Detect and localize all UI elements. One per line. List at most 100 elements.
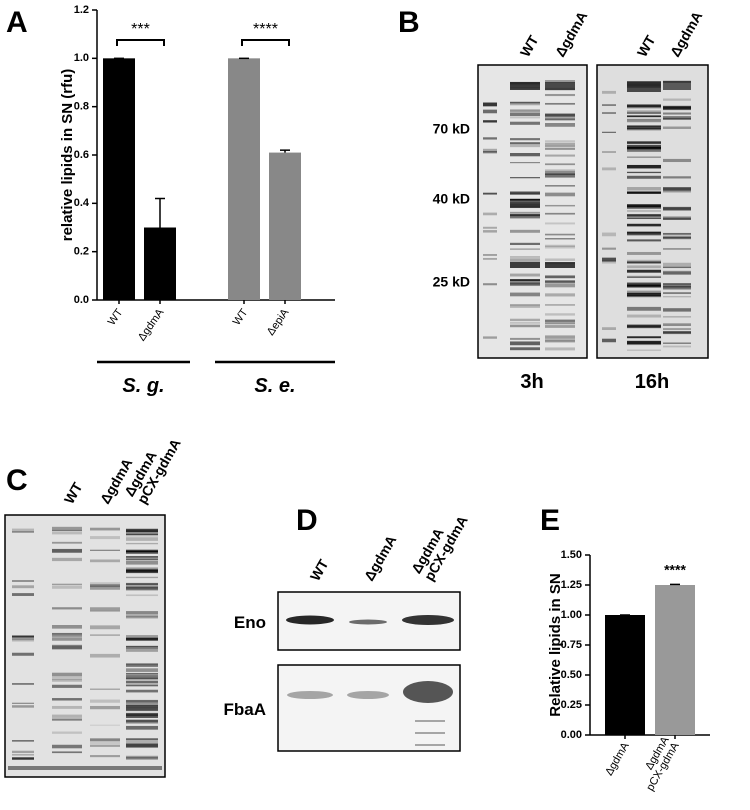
gel-band	[627, 232, 661, 236]
gel-band	[12, 636, 34, 640]
gel-band	[126, 684, 158, 687]
gel-band	[126, 740, 158, 742]
gel-band	[545, 335, 575, 339]
x-tick-label: WT	[106, 307, 126, 328]
gel-band	[627, 292, 661, 297]
gel-band	[126, 646, 158, 649]
gel-band	[663, 236, 691, 239]
gel-band	[510, 203, 540, 208]
gel-band	[510, 82, 540, 90]
gel-band	[627, 156, 661, 158]
gel-band	[627, 214, 661, 217]
gel-band	[545, 283, 575, 288]
y-tick-label: 1.0	[74, 52, 89, 64]
gel-band	[90, 724, 120, 726]
gel-band	[627, 324, 661, 328]
gel-band	[545, 245, 575, 249]
gel-band	[483, 283, 497, 286]
gel-band	[52, 624, 82, 629]
y-tick-label: 1.50	[561, 549, 582, 561]
gel-band	[126, 738, 158, 740]
gel-band	[545, 258, 575, 261]
gel-band	[483, 226, 497, 229]
gel-band	[126, 551, 158, 553]
blot-band	[403, 681, 453, 703]
gel-band	[483, 230, 497, 233]
gel-band	[126, 585, 158, 589]
bar	[103, 58, 135, 301]
gel-band	[510, 318, 540, 322]
gel-band	[126, 611, 158, 615]
gel-band	[126, 663, 158, 667]
gel-band	[545, 280, 575, 283]
gel-band	[126, 550, 158, 554]
gel-band	[545, 140, 575, 143]
gel-band	[627, 284, 661, 288]
gel-band	[52, 607, 82, 610]
gel-band	[12, 702, 34, 704]
gel-band	[602, 260, 616, 264]
gel-band	[8, 766, 162, 770]
gel-band	[483, 254, 497, 256]
gel-band	[510, 192, 540, 195]
y-tick-label: 0.0	[74, 294, 89, 306]
gel-band	[545, 233, 575, 236]
gel-band	[510, 256, 540, 258]
gel-band	[52, 705, 82, 709]
significance-bracket	[241, 39, 290, 46]
gel-band	[126, 637, 158, 641]
lane-label: ΔgdmA	[361, 532, 400, 583]
gel-band	[126, 647, 158, 652]
gel-band	[663, 295, 691, 298]
gel-band	[545, 93, 575, 97]
gel-band	[545, 339, 575, 343]
gel-band	[126, 707, 158, 712]
gel-band	[126, 704, 158, 708]
gel-band	[510, 211, 540, 214]
gel-band	[126, 725, 158, 730]
y-tick-label: 1.2	[74, 4, 89, 16]
gel-band	[627, 175, 661, 179]
gel-band	[90, 625, 120, 630]
gel-band	[663, 116, 691, 120]
gel-band	[510, 112, 540, 117]
gel-band	[627, 120, 661, 123]
gel-band	[126, 755, 158, 758]
gel-band	[627, 223, 661, 227]
gel-band	[663, 206, 691, 211]
lane-label: ΔgdmA	[667, 8, 706, 59]
gel-band	[602, 112, 616, 114]
gel-band	[545, 280, 575, 284]
gel-band	[126, 715, 158, 718]
gel-band	[545, 170, 575, 174]
gel-band	[126, 712, 158, 716]
gel-band	[602, 151, 616, 153]
blot-label: Eno	[234, 613, 266, 632]
gel-band	[126, 615, 158, 619]
gel-band	[90, 527, 120, 531]
gel-band	[510, 121, 540, 125]
gel-band	[545, 185, 575, 187]
gel-band	[510, 321, 540, 324]
gel-band	[627, 144, 661, 148]
gel-band	[126, 583, 158, 586]
gel-band	[126, 719, 158, 724]
gel-band	[545, 118, 575, 121]
y-tick-label: 0.25	[561, 699, 582, 711]
gel-band	[545, 293, 575, 297]
gel-band	[52, 531, 82, 535]
gel-band	[483, 192, 497, 195]
gel-band	[90, 737, 120, 742]
gel-band	[627, 276, 661, 278]
gel-band	[627, 104, 661, 107]
y-tick-label: 0.50	[561, 669, 582, 681]
gel-band	[627, 341, 661, 346]
gel-band	[90, 745, 120, 747]
gel-band	[627, 127, 661, 129]
gel-band	[90, 699, 120, 703]
gel-band	[52, 645, 82, 650]
gel-band	[545, 173, 575, 178]
y-tick-label: 1.00	[561, 609, 582, 621]
gel-band	[52, 632, 82, 635]
gel-band	[52, 698, 82, 701]
